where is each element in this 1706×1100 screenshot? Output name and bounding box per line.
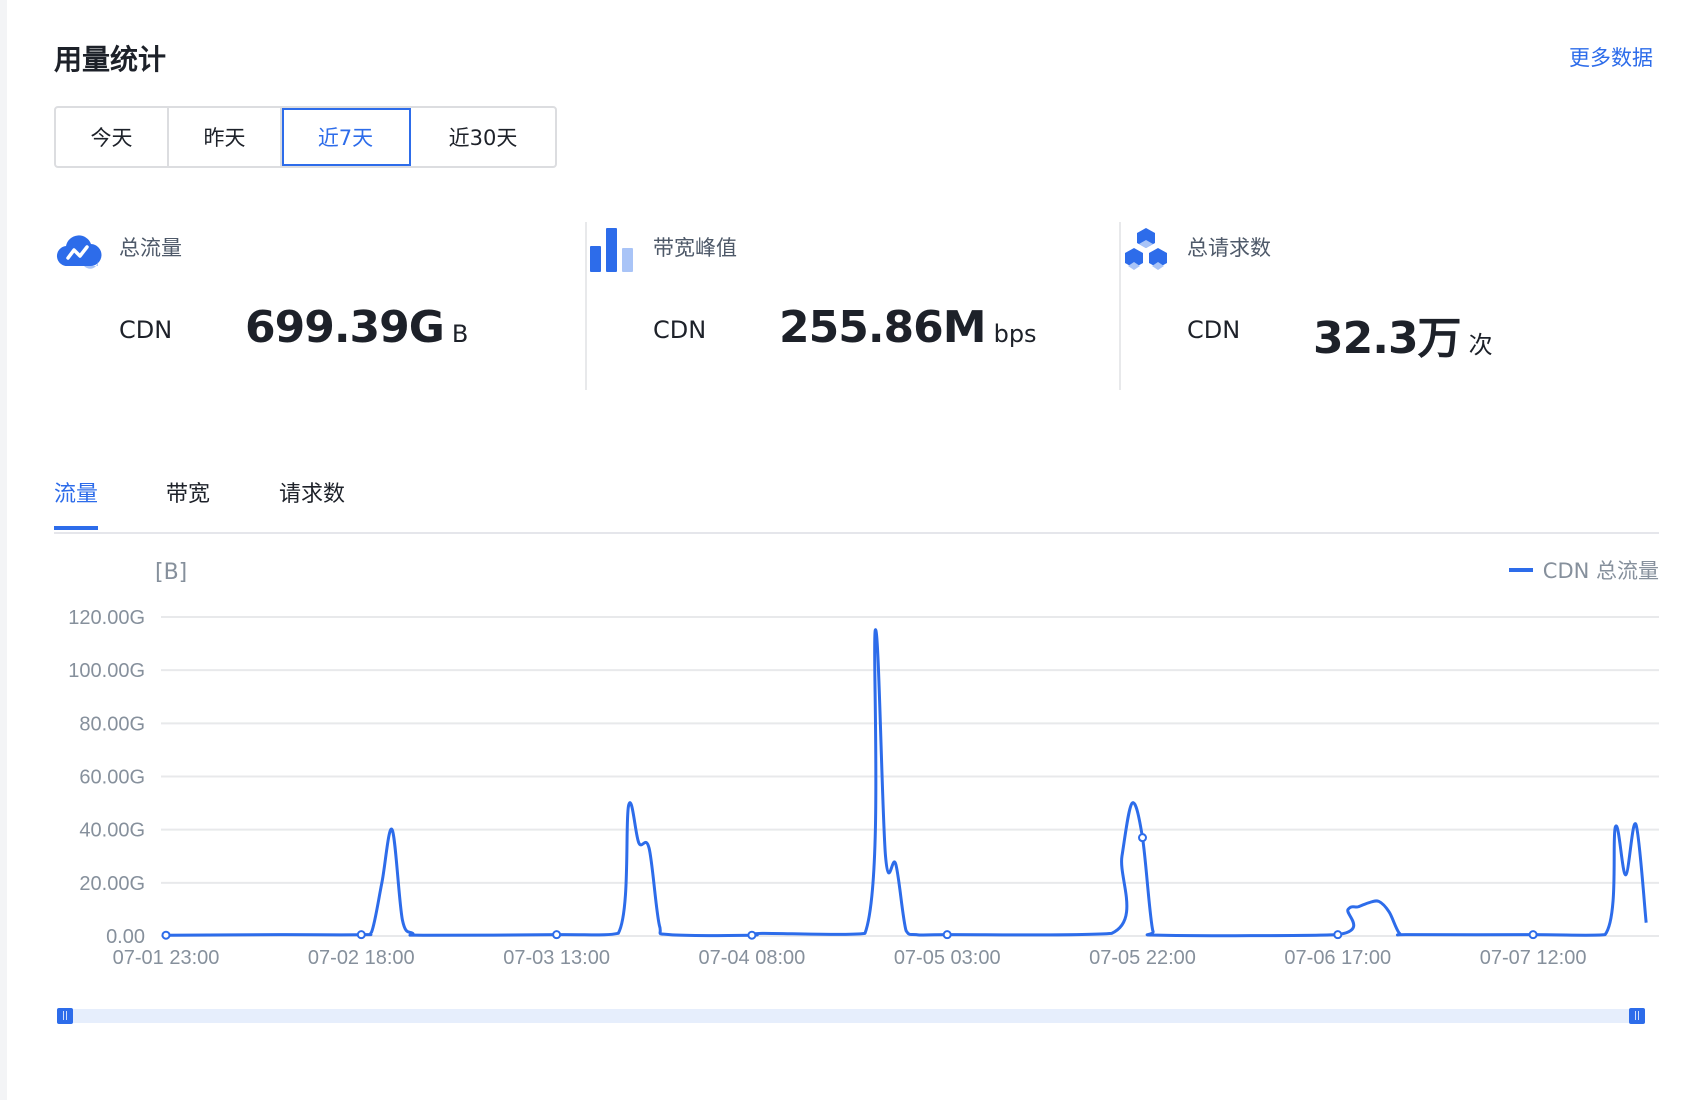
traffic-line-chart: 0.00 20.00G 40.00G 60.00G 80.00G 100.00G 120.0… <box>68 607 1659 969</box>
y-tick-label: 0.00 <box>106 926 145 948</box>
stat-label: 总流量 <box>119 236 182 260</box>
stat-value: 699.39G B <box>245 302 468 353</box>
stat-source: CDN <box>1187 316 1241 344</box>
stat-total-requests: 总请求数 CDN 32.3万次 <box>1075 222 1608 390</box>
usage-stats-panel: 用量统计 更多数据 今天 昨天 近7天 近30天 总流量 CDN 699.39G… <box>7 0 1706 1100</box>
x-tick-label: 07-04 08:00 <box>699 947 806 969</box>
data-point <box>552 930 562 940</box>
x-tick-label: 07-02 18:00 <box>308 947 415 969</box>
tab-bandwidth[interactable]: 带宽 <box>166 482 211 507</box>
y-tick-label: 120.00G <box>68 607 145 629</box>
stat-unit: B <box>451 320 469 348</box>
x-tick-label: 07-01 23:00 <box>113 947 220 969</box>
stat-number: 699.39G <box>245 302 445 353</box>
y-tick-label: 100.00G <box>68 660 145 682</box>
y-tick-label: 60.00G <box>79 767 145 789</box>
metric-tabs: 流量 带宽 请求数 <box>54 472 1659 534</box>
range-today-button[interactable]: 今天 <box>56 108 169 166</box>
legend-swatch <box>1508 568 1533 572</box>
stat-label: 总请求数 <box>1187 236 1271 260</box>
tab-traffic[interactable]: 流量 <box>54 476 99 530</box>
stat-unit: 次 <box>1468 331 1493 359</box>
y-tick-label: 40.00G <box>79 820 145 842</box>
page-title: 用量统计 <box>54 43 167 76</box>
stat-source: CDN <box>119 316 173 344</box>
range-yesterday-button[interactable]: 昨天 <box>169 108 282 166</box>
stat-number: 32.3万 <box>1313 313 1462 364</box>
y-axis-unit: [B] <box>155 560 188 585</box>
time-range-slider[interactable]: || || <box>57 1008 1645 1024</box>
series-line-cdn-total-traffic <box>165 628 1648 938</box>
x-tick-label: 07-07 12:00 <box>1480 947 1587 969</box>
x-tick-label: 07-05 22:00 <box>1089 947 1196 969</box>
stat-number: 255.86M <box>779 302 987 353</box>
range-30days-button[interactable]: 近30天 <box>448 126 518 150</box>
stat-peak-bandwidth: 带宽峰值 CDN 255.86M bps <box>541 222 1074 390</box>
y-tick-label: 80.00G <box>79 713 145 735</box>
slider-start-handle[interactable]: || <box>57 1008 73 1024</box>
tab-requests[interactable]: 请求数 <box>279 482 346 507</box>
stat-source: CDN <box>653 316 707 344</box>
range-7days-button[interactable]: 近7天 <box>282 108 411 166</box>
data-point <box>1333 930 1343 940</box>
chart-legend[interactable]: CDN 总流量 <box>1508 555 1659 585</box>
data-point <box>942 930 952 940</box>
cloud-chart-icon <box>56 235 102 269</box>
data-point <box>356 930 366 940</box>
data-point <box>747 930 757 940</box>
legend-label: CDN 总流量 <box>1542 559 1659 583</box>
x-tick-label: 07-05 03:00 <box>894 947 1001 969</box>
data-point <box>1528 930 1538 940</box>
divider <box>1119 222 1121 390</box>
slider-end-handle[interactable]: || <box>1629 1008 1645 1024</box>
stat-value: 32.3万次 <box>1313 302 1493 366</box>
more-data-link[interactable]: 更多数据 <box>1569 46 1653 70</box>
y-tick-label: 20.00G <box>79 873 145 895</box>
stat-total-traffic: 总流量 CDN 699.39G B <box>7 222 540 390</box>
date-range-selector: 今天 昨天 近7天 近30天 <box>54 106 557 168</box>
divider <box>585 222 587 390</box>
x-tick-label: 07-06 17:00 <box>1284 947 1391 969</box>
x-tick-label: 07-03 13:00 <box>503 947 610 969</box>
stat-unit: bps <box>993 320 1037 348</box>
stat-value: 255.86M bps <box>779 302 1037 353</box>
stat-label: 带宽峰值 <box>653 236 737 260</box>
bar-chart-icon <box>590 228 633 272</box>
data-point <box>161 930 171 940</box>
data-point <box>1138 833 1147 843</box>
cubes-icon <box>1125 228 1167 270</box>
